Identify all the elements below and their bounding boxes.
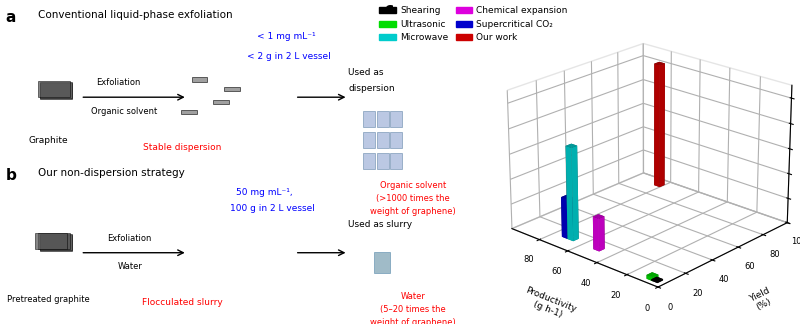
Y-axis label: Yield
(%): Yield (%) <box>747 286 775 313</box>
FancyBboxPatch shape <box>390 111 402 127</box>
FancyBboxPatch shape <box>40 83 72 99</box>
FancyBboxPatch shape <box>39 82 72 98</box>
FancyBboxPatch shape <box>377 111 389 127</box>
FancyBboxPatch shape <box>38 81 70 97</box>
FancyBboxPatch shape <box>363 132 375 148</box>
Text: Graphite: Graphite <box>29 136 68 145</box>
FancyBboxPatch shape <box>214 100 229 104</box>
FancyBboxPatch shape <box>374 252 390 273</box>
Text: Stable dispersion: Stable dispersion <box>143 143 222 152</box>
FancyBboxPatch shape <box>35 233 67 249</box>
Text: Flocculated slurry: Flocculated slurry <box>142 298 222 307</box>
Text: Used as slurry: Used as slurry <box>349 220 413 229</box>
Text: c: c <box>384 2 394 17</box>
FancyBboxPatch shape <box>363 153 375 169</box>
Text: Our non-dispersion strategy: Our non-dispersion strategy <box>38 168 184 179</box>
Text: Organic solvent: Organic solvent <box>379 181 446 191</box>
Text: (5–20 times the: (5–20 times the <box>380 305 446 314</box>
Text: Water: Water <box>400 292 425 301</box>
FancyBboxPatch shape <box>363 111 375 127</box>
Text: dispersion: dispersion <box>349 84 395 93</box>
Text: Organic solvent: Organic solvent <box>91 107 158 116</box>
Text: Conventional liquid-phase exfoliation: Conventional liquid-phase exfoliation <box>38 10 232 20</box>
FancyBboxPatch shape <box>390 153 402 169</box>
Text: b: b <box>6 168 16 183</box>
Text: Exfoliation: Exfoliation <box>97 78 141 87</box>
Text: 50 mg mL⁻¹,: 50 mg mL⁻¹, <box>236 188 293 197</box>
Text: a: a <box>6 10 16 25</box>
X-axis label: Productivity
(g h-1): Productivity (g h-1) <box>521 286 578 324</box>
Text: Water: Water <box>118 262 142 272</box>
FancyBboxPatch shape <box>377 132 389 148</box>
Legend: Shearing, Ultrasonic, Microwave, Chemical expansion, Supercritical CO₂, Our work: Shearing, Ultrasonic, Microwave, Chemica… <box>379 6 568 42</box>
Text: Exfoliation: Exfoliation <box>107 234 151 243</box>
Text: < 2 g in 2 L vessel: < 2 g in 2 L vessel <box>246 52 330 61</box>
FancyBboxPatch shape <box>38 233 70 249</box>
Text: weight of graphene): weight of graphene) <box>370 318 455 324</box>
Text: 100 g in 2 L vessel: 100 g in 2 L vessel <box>230 204 315 213</box>
Text: Pretreated graphite: Pretreated graphite <box>7 295 90 304</box>
FancyBboxPatch shape <box>192 77 207 82</box>
FancyBboxPatch shape <box>390 132 402 148</box>
Text: weight of graphene): weight of graphene) <box>370 207 455 216</box>
Text: (>1000 times the: (>1000 times the <box>376 194 450 203</box>
Text: < 1 mg mL⁻¹: < 1 mg mL⁻¹ <box>258 32 316 41</box>
FancyBboxPatch shape <box>181 110 197 114</box>
FancyBboxPatch shape <box>377 153 389 169</box>
FancyBboxPatch shape <box>224 87 239 91</box>
FancyBboxPatch shape <box>40 235 72 251</box>
Text: Used as: Used as <box>349 68 384 77</box>
FancyBboxPatch shape <box>39 234 72 250</box>
